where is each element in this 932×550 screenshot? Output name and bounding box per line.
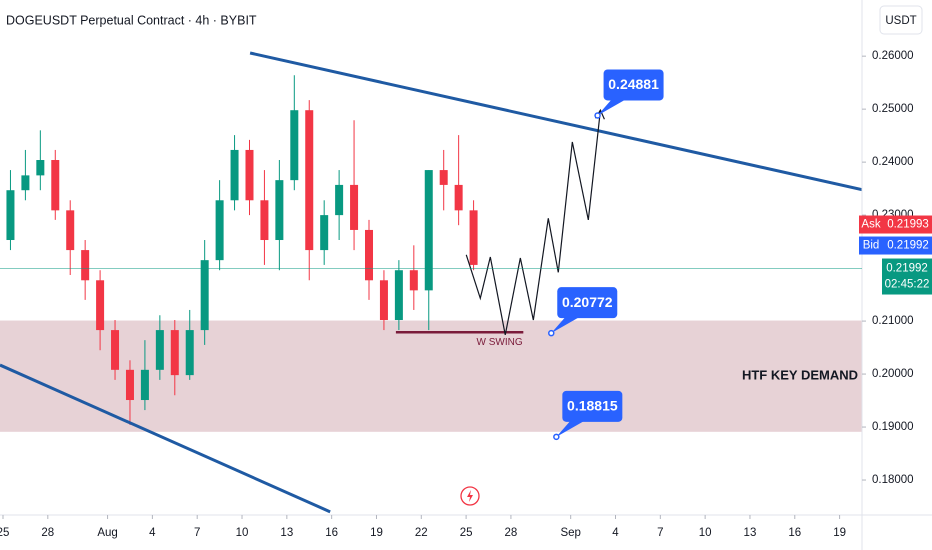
callout-pointer bbox=[597, 99, 626, 116]
callout-pointer bbox=[551, 317, 580, 334]
plot-area: HTF KEY DEMAND W SWING 0.24881 0.20772 0.188… bbox=[0, 51, 862, 514]
x-tick-label: 25 bbox=[0, 527, 9, 539]
x-tick-label: 7 bbox=[194, 527, 200, 539]
candle-body bbox=[125, 369, 134, 401]
zone-label: HTF KEY DEMAND bbox=[742, 368, 858, 383]
bid-label: Bid bbox=[863, 240, 880, 252]
x-tick-label: 19 bbox=[833, 527, 846, 539]
candle-body bbox=[81, 250, 90, 281]
y-tick-label: 0.21000 bbox=[872, 315, 914, 327]
y-tick-label: 0.25000 bbox=[872, 103, 914, 115]
candle-body bbox=[200, 260, 209, 331]
bid-value-tag bbox=[884, 236, 932, 255]
candle-body bbox=[290, 110, 299, 181]
x-tick-label: 19 bbox=[370, 527, 383, 539]
lightning-icon[interactable] bbox=[460, 486, 480, 506]
callout-point bbox=[548, 329, 555, 337]
projection-path bbox=[465, 110, 602, 335]
candle-body bbox=[245, 149, 254, 201]
candle-body bbox=[275, 180, 284, 241]
candle-body bbox=[379, 280, 388, 321]
callout-box bbox=[562, 390, 623, 422]
x-tick-label: 25 bbox=[460, 527, 473, 539]
candle-body bbox=[96, 280, 105, 331]
y-tick-label: 0.19000 bbox=[872, 421, 914, 433]
candle-body bbox=[36, 160, 45, 176]
bid-value: 0.21992 bbox=[887, 240, 929, 252]
x-tick-label: 16 bbox=[325, 527, 338, 539]
candle-body bbox=[394, 270, 403, 321]
x-tick-label: 28 bbox=[505, 527, 518, 539]
candle-body bbox=[260, 200, 269, 241]
ask-tag bbox=[859, 215, 884, 234]
ask-label: Ask bbox=[861, 219, 880, 231]
candle-body bbox=[365, 229, 374, 281]
last-price: 0.21992 bbox=[886, 263, 928, 275]
trend-line bbox=[0, 363, 331, 514]
unit-box[interactable] bbox=[879, 5, 923, 35]
candle-body bbox=[185, 330, 194, 376]
candle-body bbox=[230, 149, 239, 201]
trend-line bbox=[249, 51, 862, 192]
callout-label: 0.18815 bbox=[567, 398, 618, 414]
callout-box bbox=[557, 287, 618, 319]
candle-body bbox=[320, 215, 329, 251]
x-tick-label: 7 bbox=[657, 527, 663, 539]
callout-box bbox=[603, 69, 664, 101]
candle-body bbox=[305, 110, 314, 251]
x-tick-label: 4 bbox=[612, 527, 619, 539]
ask-value-tag bbox=[884, 215, 932, 234]
y-tick-label: 0.18000 bbox=[872, 474, 914, 486]
callout-point bbox=[594, 112, 601, 119]
x-tick-label: Aug bbox=[97, 527, 117, 539]
candle-body bbox=[155, 330, 164, 370]
candle-body bbox=[215, 200, 224, 261]
x-tick-label: 13 bbox=[280, 527, 293, 539]
x-tick-label: 10 bbox=[236, 527, 249, 539]
candle-body bbox=[66, 210, 75, 251]
candle-body bbox=[350, 184, 359, 230]
x-tick-label: 28 bbox=[41, 527, 54, 539]
y-tick-label: 0.26000 bbox=[872, 50, 914, 62]
swing-label: W SWING bbox=[477, 337, 523, 348]
x-tick-label: 22 bbox=[415, 527, 428, 539]
callout-pointer bbox=[556, 420, 585, 437]
x-tick-label: Sep bbox=[560, 527, 580, 539]
x-tick-label: 16 bbox=[788, 527, 801, 539]
countdown: 02:45:22 bbox=[885, 279, 930, 291]
x-tick-label: 13 bbox=[744, 527, 757, 539]
candle-body bbox=[439, 170, 448, 185]
ask-value: 0.21993 bbox=[887, 219, 929, 231]
callout-label: 0.24881 bbox=[608, 76, 659, 92]
callout-point bbox=[553, 433, 560, 441]
y-tick-label: 0.20000 bbox=[872, 368, 914, 380]
last-price-tag bbox=[882, 258, 932, 295]
candle-body bbox=[335, 184, 344, 216]
candle-body bbox=[6, 190, 15, 241]
candle-body bbox=[424, 170, 433, 291]
candle-body bbox=[21, 175, 30, 191]
x-tick-label: 4 bbox=[149, 527, 156, 539]
candle-body bbox=[469, 210, 478, 265]
bid-tag bbox=[859, 236, 884, 255]
x-tick-label: 10 bbox=[699, 527, 712, 539]
y-unit: USDT bbox=[885, 15, 916, 27]
candle-body bbox=[454, 184, 463, 211]
candle-body bbox=[111, 330, 120, 370]
callout-label: 0.20772 bbox=[562, 294, 613, 310]
chart-title: DOGEUSDT Perpetual Contract · 4h · BYBIT bbox=[6, 13, 257, 27]
candle-body bbox=[140, 369, 149, 401]
y-tick-label: 0.24000 bbox=[872, 156, 914, 168]
candle-body bbox=[51, 160, 60, 211]
candle-body bbox=[409, 270, 418, 291]
candle-body bbox=[170, 330, 179, 376]
